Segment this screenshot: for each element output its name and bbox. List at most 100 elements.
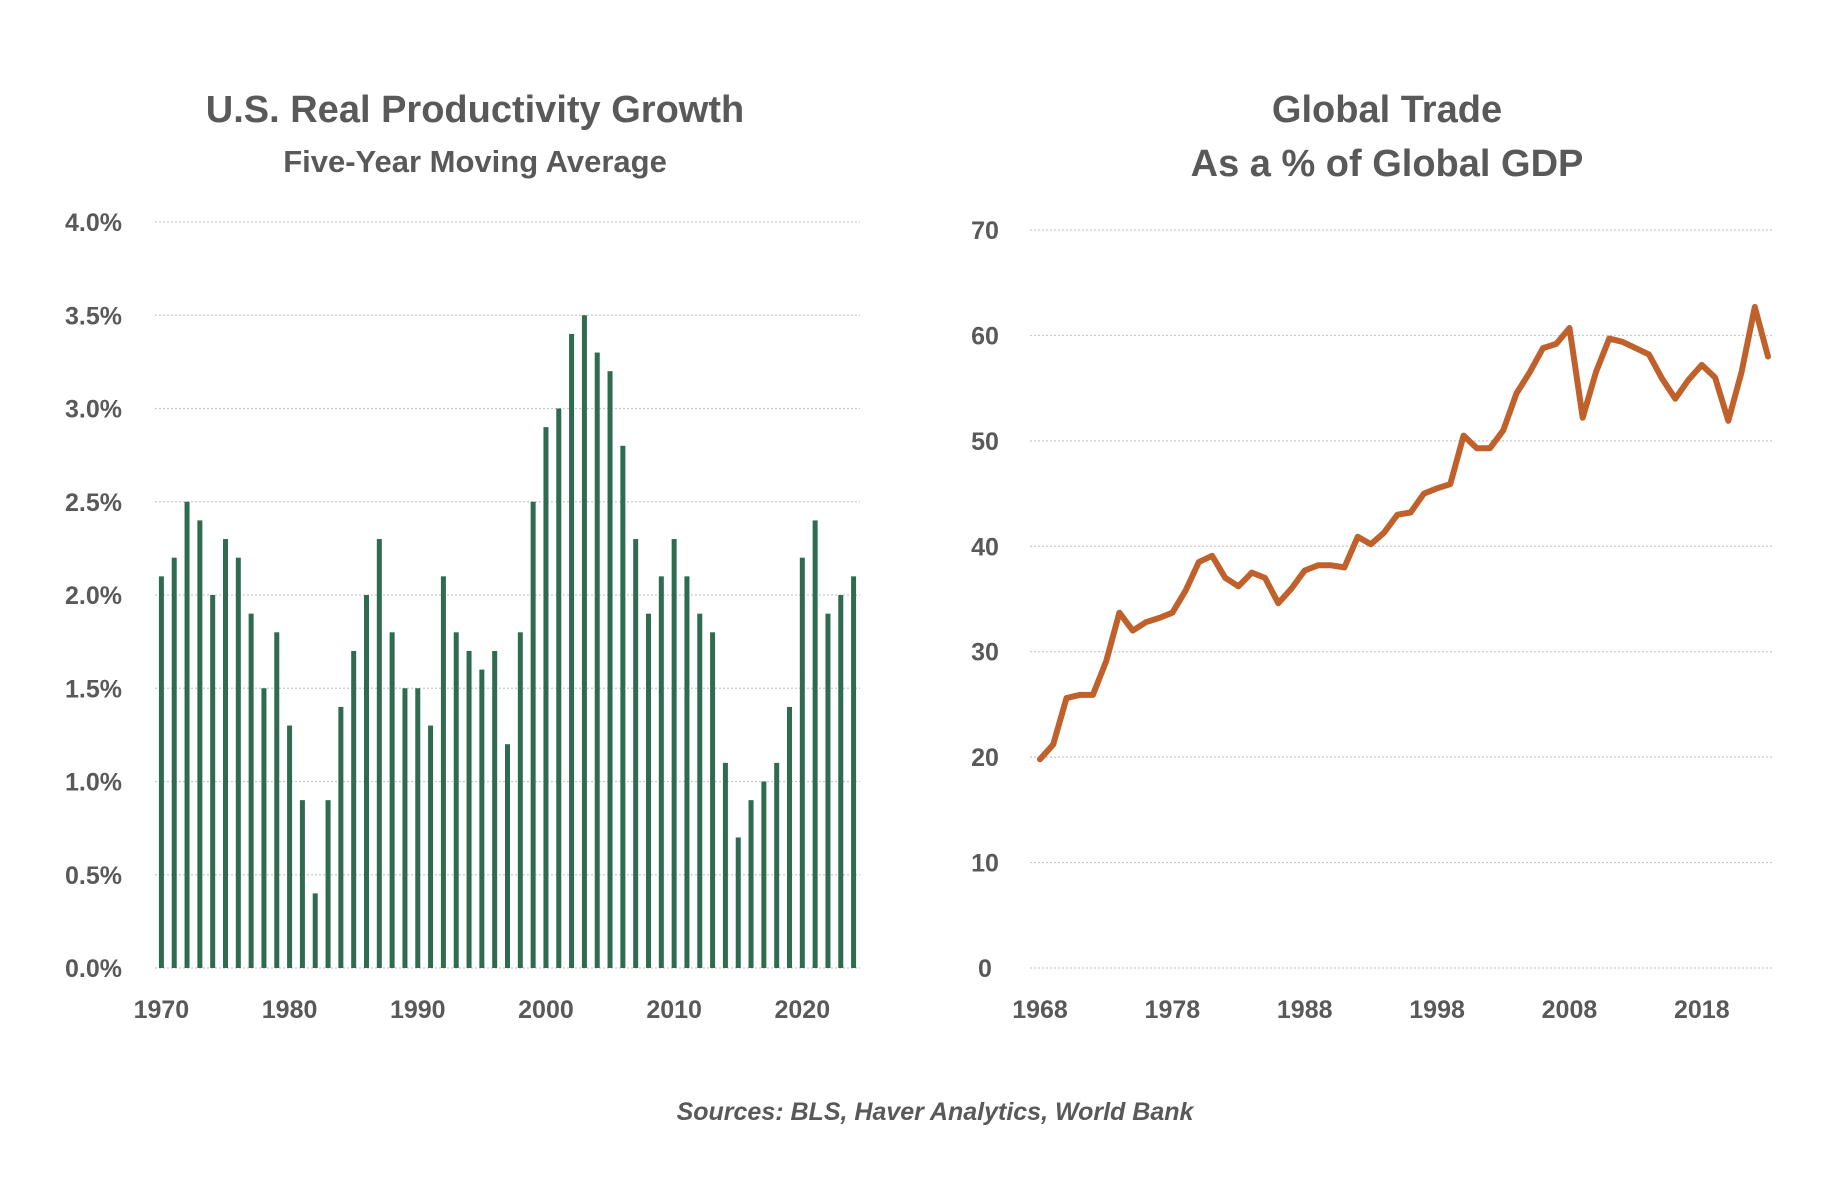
productivity-chart-title: U.S. Real Productivity Growth — [206, 89, 744, 131]
global-trade-x-tick-label: 2008 — [1542, 996, 1598, 1024]
productivity-x-tick-label: 1990 — [390, 996, 446, 1024]
global-trade-x-tick-label: 1978 — [1145, 996, 1201, 1024]
productivity-bar — [761, 781, 767, 968]
global-trade-x-axis: 1968 1978 1988 1998 2008 2018 — [1012, 996, 1730, 1024]
productivity-bar — [274, 632, 280, 968]
productivity-bar — [607, 371, 613, 968]
productivity-x-tick-label: 2000 — [518, 996, 574, 1024]
productivity-bar — [364, 595, 369, 968]
productivity-bar — [223, 539, 228, 968]
productivity-bar — [158, 576, 164, 968]
productivity-bar — [184, 501, 190, 968]
productivity-bar — [505, 744, 510, 968]
productivity-bar — [261, 688, 267, 968]
productivity-x-axis: 1970 1980 1990 2000 2010 2020 — [134, 996, 831, 1024]
productivity-bar — [556, 408, 562, 968]
productivity-bar — [466, 650, 472, 968]
productivity-y-axis: 0.0% 0.5% 1.0% 1.5% 2.0% 2.5% 3.0% 3.5% 4.0% — [65, 209, 122, 983]
productivity-bar — [453, 632, 459, 968]
productivity-bar — [428, 725, 434, 968]
productivity-bar — [787, 706, 792, 968]
productivity-chart: U.S. Real Productivity Growth Five-Year … — [65, 89, 860, 1024]
productivity-y-tick-label: 0.5% — [65, 862, 122, 890]
productivity-bar — [325, 800, 331, 968]
productivity-bar — [210, 595, 216, 968]
productivity-bar — [569, 333, 575, 968]
productivity-bar — [197, 520, 203, 968]
productivity-bar — [774, 762, 780, 968]
global-trade-chart: Global Trade As a % of Global GDP 0 10 20 3… — [971, 89, 1772, 1024]
productivity-bar — [440, 576, 446, 968]
productivity-bar — [710, 632, 716, 968]
productivity-x-tick-label: 1980 — [262, 996, 318, 1024]
productivity-bar — [671, 539, 677, 968]
productivity-y-tick-label: 4.0% — [65, 209, 122, 237]
productivity-y-tick-label: 3.0% — [65, 396, 122, 424]
productivity-bar — [646, 613, 651, 968]
global-trade-series-line — [1037, 304, 1771, 763]
productivity-bar — [312, 893, 318, 968]
productivity-bar — [722, 762, 728, 968]
global-trade-x-tick-label: 1988 — [1277, 996, 1333, 1024]
productivity-bar — [633, 539, 639, 968]
global-trade-y-tick-label: 50 — [971, 428, 999, 456]
productivity-bar — [479, 669, 485, 968]
productivity-y-tick-label: 3.5% — [65, 302, 122, 330]
productivity-bar — [530, 501, 536, 968]
productivity-bar — [735, 837, 741, 968]
productivity-bar — [338, 706, 344, 968]
productivity-y-tick-label: 1.0% — [65, 769, 122, 797]
productivity-bar — [825, 613, 831, 968]
global-trade-chart-title: Global Trade — [1272, 89, 1502, 131]
global-trade-chart-subtitle: As a % of Global GDP — [1191, 143, 1584, 185]
productivity-bar — [248, 613, 254, 968]
global-trade-x-tick-label: 2018 — [1674, 996, 1730, 1024]
global-trade-x-tick-label: 1968 — [1012, 996, 1068, 1024]
global-trade-y-tick-label: 70 — [971, 217, 999, 245]
global-trade-y-tick-label: 60 — [971, 322, 999, 350]
source-note: Sources: BLS, Haver Analytics, World Ban… — [677, 1098, 1195, 1126]
productivity-chart-subtitle: Five-Year Moving Average — [283, 144, 667, 179]
productivity-bar — [402, 688, 408, 968]
productivity-y-tick-label: 2.5% — [65, 489, 122, 517]
productivity-bars — [158, 315, 857, 968]
productivity-bar — [389, 632, 395, 968]
productivity-bar — [299, 800, 305, 968]
productivity-bar — [851, 576, 857, 968]
productivity-bar — [581, 315, 587, 968]
productivity-bar — [492, 650, 498, 968]
productivity-y-tick-label: 0.0% — [65, 955, 122, 983]
global-trade-y-tick-label: 40 — [971, 533, 999, 561]
productivity-bar — [697, 613, 703, 968]
productivity-bar — [376, 539, 382, 968]
productivity-bar — [812, 520, 818, 968]
global-trade-line — [1037, 304, 1771, 763]
global-trade-y-tick-label: 20 — [971, 744, 999, 772]
productivity-y-tick-label: 1.5% — [65, 675, 122, 703]
global-trade-x-tick-label: 1998 — [1409, 996, 1465, 1024]
productivity-bar — [838, 595, 844, 968]
productivity-bar — [287, 725, 293, 968]
productivity-bar — [799, 557, 805, 968]
global-trade-y-tick-label: 0 — [978, 955, 992, 983]
productivity-y-tick-label: 2.0% — [65, 582, 122, 610]
global-trade-y-tick-label: 30 — [971, 639, 999, 667]
productivity-x-tick-label: 2020 — [775, 996, 831, 1024]
productivity-bar — [415, 688, 421, 968]
productivity-bar — [351, 650, 357, 968]
productivity-bar — [620, 445, 626, 968]
productivity-bar — [543, 427, 549, 968]
global-trade-y-axis: 0 10 20 30 40 50 60 70 — [971, 217, 999, 983]
global-trade-y-tick-label: 10 — [971, 850, 999, 878]
global-trade-gridlines — [1030, 229, 1772, 969]
productivity-bar — [517, 632, 523, 968]
productivity-bar — [684, 576, 690, 968]
productivity-bar — [235, 557, 241, 968]
productivity-x-tick-label: 1970 — [134, 996, 190, 1024]
productivity-bar — [171, 557, 177, 968]
productivity-x-tick-label: 2010 — [646, 996, 702, 1024]
productivity-bar — [594, 352, 600, 968]
productivity-bar — [748, 800, 754, 968]
productivity-bar — [658, 576, 664, 968]
